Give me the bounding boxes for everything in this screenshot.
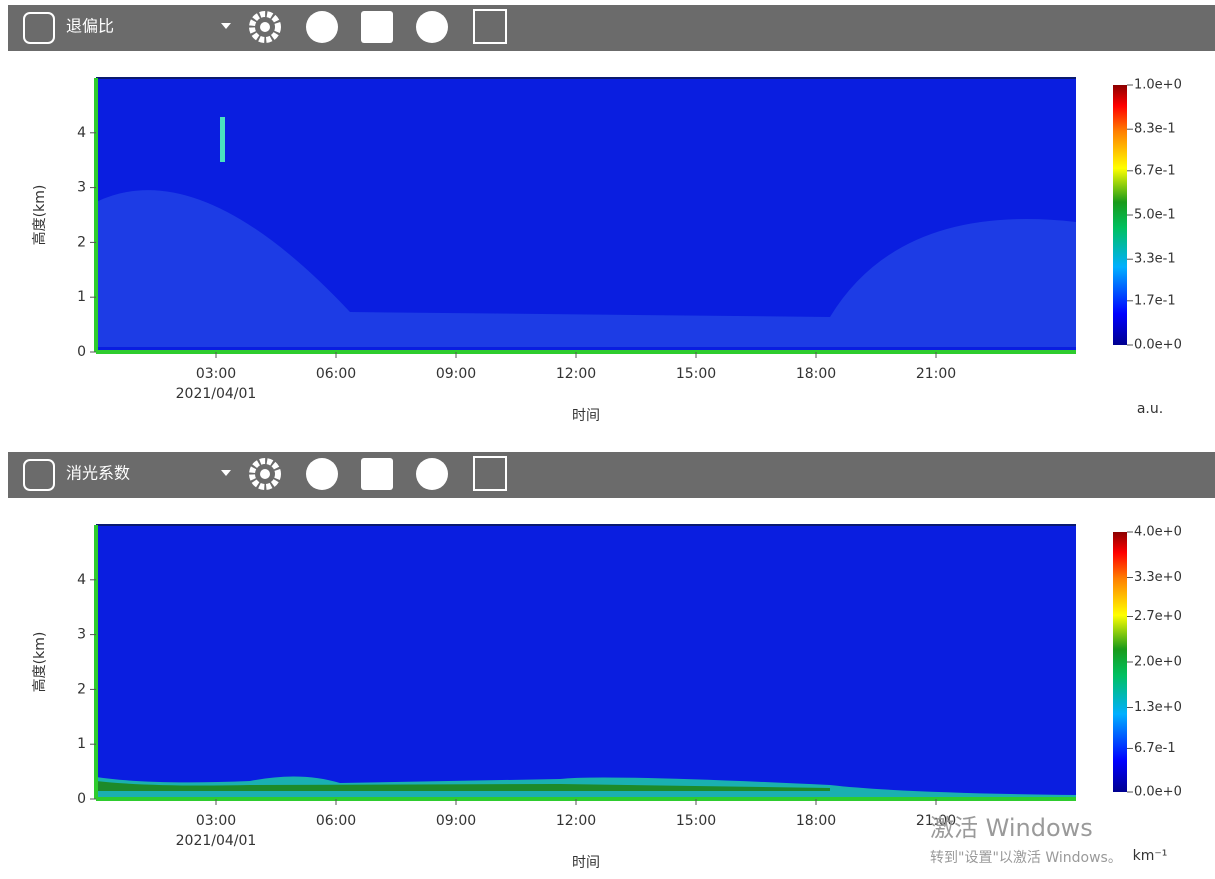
- y-tick-label: 4: [77, 572, 86, 588]
- y-tick-label: 0: [77, 344, 86, 360]
- settings-icon: [249, 11, 281, 43]
- toolbar-button[interactable]: [306, 11, 338, 43]
- toolbar: [8, 452, 1215, 498]
- settings-icon: [249, 458, 281, 490]
- colorbar-tick-label: 1.0e+0: [1134, 78, 1182, 93]
- y-tick-label: 2: [77, 681, 86, 697]
- toolbar-button[interactable]: [361, 458, 393, 490]
- y-tick-label: 0: [77, 791, 86, 807]
- colorbar-unit: a.u.: [1137, 401, 1163, 417]
- colorbar-unit: km⁻¹: [1133, 848, 1168, 864]
- save-icon: [361, 11, 393, 43]
- toolbar-button[interactable]: [473, 456, 507, 491]
- dropdown-arrow[interactable]: [221, 23, 231, 29]
- chart-icon: [416, 458, 448, 490]
- x-tick-label: 12:00: [556, 366, 596, 382]
- scatter-region: [96, 190, 1076, 347]
- calendar-icon: [473, 456, 507, 491]
- save-icon: [361, 458, 393, 490]
- colorbar-tick-label: 2.7e+0: [1134, 609, 1182, 624]
- y-axis-label: 高度(km): [31, 632, 48, 693]
- x-tick-label: 09:00: [436, 366, 476, 382]
- activation-watermark-hint: 转到"设置"以激活 Windows。: [930, 849, 1122, 866]
- colorbar-tick-label: 3.3e+0: [1134, 570, 1182, 585]
- y-tick-label: 3: [77, 180, 86, 196]
- toolbar-button[interactable]: [416, 11, 448, 43]
- colorbar-tick-label: 6.7e-1: [1134, 741, 1176, 756]
- panel-icon: [23, 459, 55, 491]
- image-icon: [306, 458, 338, 490]
- x-tick-label: 12:00: [556, 813, 596, 829]
- colorbar-tick-label: 8.3e-1: [1134, 122, 1176, 137]
- y-tick-label: 4: [77, 125, 86, 141]
- y-tick-label: 1: [77, 736, 86, 752]
- colorbar-tick-label: 0.0e+0: [1134, 785, 1182, 800]
- toolbar-button[interactable]: [249, 11, 281, 43]
- y-tick-label: 3: [77, 627, 86, 643]
- activation-watermark: 激活 Windows: [930, 814, 1093, 842]
- y-tick-label: 1: [77, 289, 86, 305]
- colorbar: [1113, 85, 1127, 345]
- x-tick-label: 06:00: [316, 813, 356, 829]
- dropdown-arrow[interactable]: [221, 470, 231, 476]
- colorbar-tick-label: 0.0e+0: [1134, 338, 1182, 353]
- panel-title: 消光系数: [66, 464, 130, 483]
- x-tick-label: 06:00: [316, 366, 356, 382]
- panel-title: 退偏比: [66, 17, 114, 36]
- x-tick-label: 03:00: [196, 813, 236, 829]
- aerosol-core: [96, 781, 830, 791]
- image-icon: [306, 11, 338, 43]
- colorbar: [1113, 532, 1127, 792]
- date-label: 2021/04/01: [176, 386, 257, 402]
- calendar-icon: [473, 9, 507, 44]
- colorbar-tick-label: 1.7e-1: [1134, 293, 1176, 308]
- toolbar-button[interactable]: [416, 458, 448, 490]
- panel-icon: [23, 12, 55, 44]
- toolbar-button[interactable]: [473, 9, 507, 44]
- x-tick-label: 15:00: [676, 366, 716, 382]
- y-tick-label: 2: [77, 234, 86, 250]
- chart-icon: [416, 11, 448, 43]
- toolbar-button[interactable]: [249, 458, 281, 490]
- colorbar-tick-label: 1.3e+0: [1134, 700, 1182, 715]
- settings-core: [260, 469, 270, 479]
- cloud-feature: [220, 117, 225, 162]
- toolbar-button[interactable]: [306, 458, 338, 490]
- x-tick-label: 03:00: [196, 366, 236, 382]
- x-tick-label: 21:00: [916, 813, 956, 829]
- colorbar-tick-label: 4.0e+0: [1134, 525, 1182, 540]
- x-axis-label: 时间: [572, 855, 600, 871]
- x-axis-label: 时间: [572, 408, 600, 424]
- colorbar-tick-label: 5.0e-1: [1134, 208, 1176, 223]
- colorbar-tick-label: 6.7e-1: [1134, 163, 1176, 178]
- x-tick-label: 18:00: [796, 813, 836, 829]
- settings-core: [260, 22, 270, 32]
- date-label: 2021/04/01: [176, 833, 257, 849]
- colorbar-tick-label: 3.3e-1: [1134, 252, 1176, 267]
- heatmap: [96, 525, 1076, 799]
- colorbar-tick-label: 2.0e+0: [1134, 655, 1182, 670]
- x-tick-label: 18:00: [796, 366, 836, 382]
- toolbar-button[interactable]: [361, 11, 393, 43]
- toolbar: [8, 5, 1215, 51]
- x-tick-label: 15:00: [676, 813, 716, 829]
- x-tick-label: 09:00: [436, 813, 476, 829]
- x-tick-label: 21:00: [916, 366, 956, 382]
- y-axis-label: 高度(km): [31, 185, 48, 246]
